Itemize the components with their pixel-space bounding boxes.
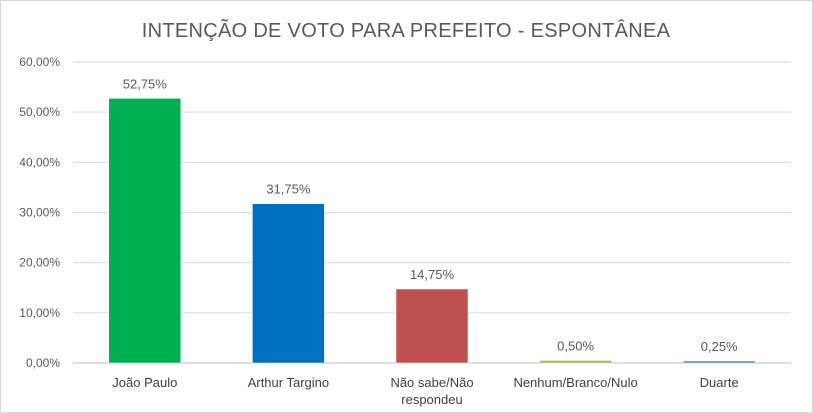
bar [539, 360, 612, 364]
category-label: João Paulo [112, 375, 177, 390]
category-label: Não sabe/Não [390, 375, 473, 390]
data-label: 14,75% [410, 267, 455, 282]
bars [108, 98, 756, 364]
bar [395, 288, 469, 364]
y-tick-label: 40,00% [19, 155, 60, 169]
data-labels: 52,75% 31,75% 14,75% 0,50% 0,25% [123, 76, 738, 354]
y-tick-label: 30,00% [19, 206, 60, 220]
y-axis-ticks: 0,00% 10,00% 20,00% 30,00% 40,00% 50,00% 60,00… [19, 55, 60, 370]
category-label: respondeu [401, 392, 462, 407]
data-label: 52,75% [123, 76, 168, 91]
category-label: Arthur Targino [248, 375, 329, 390]
gridlines [73, 61, 791, 364]
category-label: Nenhum/Branco/Nulo [513, 375, 637, 390]
x-axis-categories: João Paulo Arthur Targino Não sabe/Não resp… [112, 375, 738, 407]
data-label: 0,50% [557, 338, 594, 353]
y-tick-label: 10,00% [19, 306, 60, 320]
chart-title: INTENÇÃO DE VOTO PARA PREFEITO - ESPONTÂ… [142, 18, 671, 42]
data-label: 0,25% [701, 339, 738, 354]
y-tick-label: 20,00% [19, 256, 60, 270]
y-tick-label: 0,00% [26, 356, 60, 370]
y-tick-label: 50,00% [19, 105, 60, 119]
y-tick-label: 60,00% [19, 55, 60, 69]
data-label: 31,75% [266, 182, 311, 197]
bar [108, 98, 182, 364]
bar [682, 360, 756, 364]
category-label: Duarte [700, 375, 739, 390]
bar [252, 203, 325, 364]
